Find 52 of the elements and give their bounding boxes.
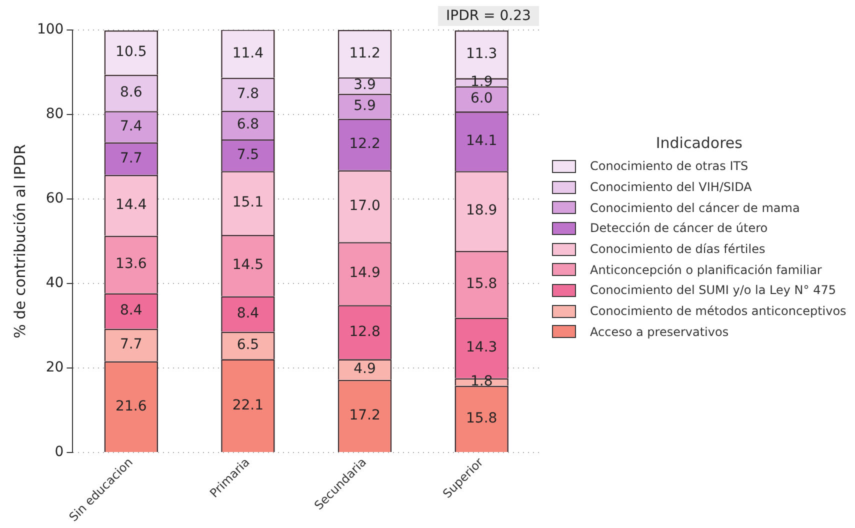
legend-label: Conocimiento del cáncer de mama: [590, 200, 800, 215]
data-label: 7.8: [236, 86, 260, 102]
legend-label: Anticoncepción o planificación familiar: [590, 262, 822, 277]
text: IPDR = 0.23: [438, 6, 539, 26]
data-label: 15.8: [466, 410, 498, 427]
data-label: 7.7: [120, 150, 142, 166]
data-label: 15.8: [466, 276, 498, 292]
data-label: 17.2: [349, 408, 380, 424]
legend-label: Detección de cáncer de útero: [590, 221, 768, 236]
legend-label: Conocimiento de otras ITS: [590, 159, 748, 174]
data-label: 3.9: [354, 77, 376, 94]
data-label: 8.6: [120, 84, 142, 101]
data-label: 8.4: [120, 302, 142, 319]
data-label: 12.2: [349, 136, 380, 152]
data-label: 7.5: [236, 146, 260, 163]
y-tick-label: 80: [46, 106, 64, 122]
y-tick-label: 20: [46, 360, 64, 376]
data-label: 18.9: [466, 202, 498, 219]
data-label: 4.9: [354, 361, 376, 378]
legend-label: Conocimiento de días fértiles: [590, 242, 766, 256]
data-label: 22.1: [232, 397, 264, 414]
data-label: 7.4: [120, 118, 142, 134]
data-label: 12.8: [349, 324, 380, 340]
legend-label: Conocimiento de métodos anticonceptivos: [590, 304, 846, 318]
y-tick-label: 40: [46, 275, 64, 292]
y-tick-label: 0: [54, 444, 64, 460]
data-label: 6.8: [236, 116, 260, 133]
data-label: 14.3: [466, 340, 498, 356]
data-label: 6.5: [236, 337, 260, 354]
data-label: 11.3: [466, 46, 498, 62]
data-label: 11.2: [349, 45, 380, 62]
data-label: 13.6: [116, 256, 147, 272]
data-label: 17.0: [349, 198, 380, 214]
y-tick-label: 100: [36, 22, 64, 38]
data-label: 5.9: [354, 98, 376, 114]
data-label: 14.4: [116, 197, 147, 213]
legend-label: Acceso a preservativos: [590, 324, 729, 339]
data-label: 14.9: [349, 265, 380, 282]
data-label: 15.1: [232, 194, 264, 211]
data-label: 6.0: [470, 90, 493, 107]
legend-label: Conocimiento del SUMI y/o la Ley N° 475: [590, 283, 836, 298]
legend-title: Indicadores: [654, 134, 744, 152]
data-label: 14.5: [232, 257, 264, 274]
y-axis-title: % de contribución al IPDR: [10, 144, 29, 338]
legend-label: Conocimiento del VIH/SIDA: [590, 180, 752, 194]
data-label: 11.4: [232, 45, 264, 62]
data-label: 8.4: [236, 306, 260, 322]
y-tick-label: 60: [46, 190, 64, 207]
data-label: 10.5: [116, 44, 147, 60]
data-label: 21.6: [116, 398, 147, 414]
data-label: 7.7: [120, 336, 142, 353]
data-label: 14.1: [466, 132, 498, 149]
